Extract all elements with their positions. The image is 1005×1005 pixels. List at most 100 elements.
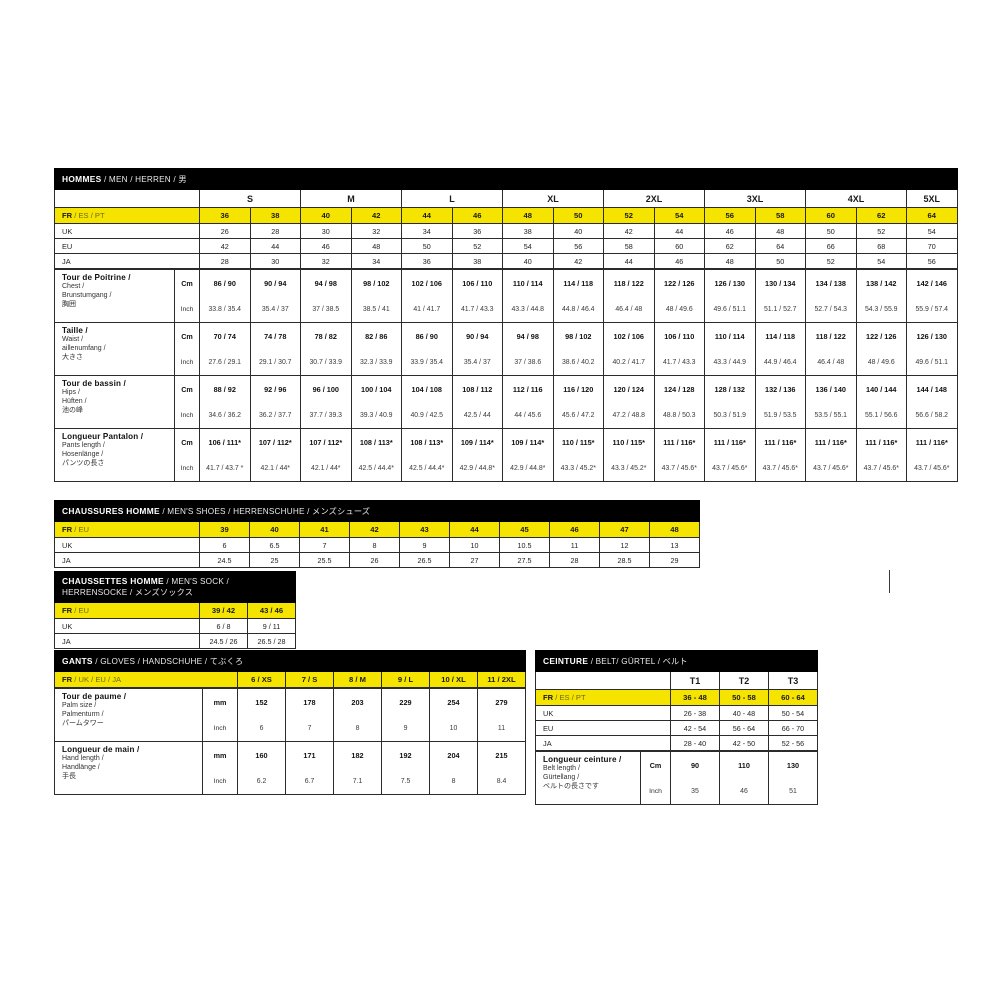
stray-tick-mark bbox=[889, 570, 890, 593]
size-value: 54 bbox=[906, 223, 958, 239]
size-value: 52 bbox=[805, 253, 857, 270]
size-value: 50 bbox=[805, 223, 857, 239]
measure-value-cm: 130 / 134 bbox=[754, 268, 806, 296]
measure-value-cm: 102 / 106 bbox=[603, 322, 655, 349]
belt-measure-value-inch: 35 bbox=[670, 778, 720, 805]
socks-row-ja: JA 24.5 / 26 26.5 / 28 bbox=[54, 633, 296, 649]
measure-value-inch: 47.2 / 48.8 bbox=[603, 402, 655, 429]
size-value: 36 bbox=[451, 223, 503, 239]
shoes-size-value: 12 bbox=[599, 537, 650, 553]
measure-value-cm: 134 / 138 bbox=[805, 268, 857, 296]
gloves-size-value: 6 / XS bbox=[237, 671, 286, 689]
size-value: 56 bbox=[906, 253, 958, 270]
gloves-measure-value-mm: 203 bbox=[333, 687, 382, 715]
measure-label: Taille / Waist / aillenumfang / 大きさ bbox=[54, 322, 175, 376]
measure-value-inch: 49.6 / 51.1 bbox=[704, 296, 756, 323]
fr-size-value: 54 bbox=[653, 207, 705, 224]
unit-inch: Inch bbox=[202, 715, 238, 742]
size-row-label: JA bbox=[54, 253, 200, 270]
measure-value-inch: 48 / 49.6 bbox=[855, 349, 907, 376]
measure-value-inch: 35.4 / 37 bbox=[451, 349, 503, 376]
measure-value-inch: 55.1 / 56.6 bbox=[855, 402, 907, 429]
measure-value-inch: 42.1 / 44* bbox=[300, 455, 352, 482]
measure-row-cm: Longueur Pantalon / Pants length / Hosenlä… bbox=[54, 428, 958, 482]
measure-value-inch: 56.6 / 58.2 bbox=[906, 402, 958, 429]
socks-size-value: 9 / 11 bbox=[247, 618, 296, 634]
size-row-label: UK bbox=[54, 223, 200, 239]
measure-value-inch: 34.6 / 36.2 bbox=[199, 402, 251, 429]
measure-value-cm: 110 / 114 bbox=[502, 268, 554, 296]
unit-inch: Inch bbox=[174, 402, 200, 429]
measure-label-primary: Tour de Poitrine / bbox=[62, 273, 131, 282]
belt-row-label: JA bbox=[535, 735, 671, 752]
gloves-measure-value-inch: 6 bbox=[237, 715, 286, 742]
measure-value-cm: 106 / 110 bbox=[653, 322, 705, 349]
measure-value-cm: 138 / 142 bbox=[855, 268, 907, 296]
shoes-size-value: 26.5 bbox=[399, 552, 450, 568]
socks-banner: CHAUSSETTES HOMME / MEN'S SOCK / HERRENS… bbox=[54, 571, 296, 603]
unit-cm: Cm bbox=[174, 375, 200, 402]
measure-value-inch: 53.5 / 55.1 bbox=[805, 402, 857, 429]
measure-value-inch: 37 / 38.6 bbox=[502, 349, 554, 376]
measure-value-cm: 114 / 118 bbox=[552, 268, 604, 296]
belt-size-value: 42 - 50 bbox=[719, 735, 769, 752]
measure-value-cm: 94 / 98 bbox=[300, 268, 352, 296]
unit-cm: Cm bbox=[174, 322, 200, 349]
measure-value-cm: 116 / 120 bbox=[552, 375, 604, 402]
measure-value-cm: 132 / 136 bbox=[754, 375, 806, 402]
fr-size-value: 38 bbox=[249, 207, 301, 224]
measure-value-cm: 86 / 90 bbox=[401, 322, 453, 349]
measure-value-inch: 44 / 45.6 bbox=[502, 402, 554, 429]
measure-label-sub: Palm size / bbox=[62, 702, 97, 710]
size-value: 36 bbox=[401, 253, 453, 270]
size-value: 30 bbox=[249, 253, 301, 270]
measure-value-cm: 111 / 116* bbox=[704, 428, 756, 455]
banner-subtitle: / MEN'S SOCK / HERRENSOCKE / メンズソックス bbox=[62, 577, 229, 597]
belt-row-label: UK bbox=[535, 705, 671, 721]
size-group-5XL: 5XL bbox=[906, 189, 958, 208]
measure-value-inch: 43.3 / 45.2* bbox=[552, 455, 604, 482]
measure-row-inch: Inch 27.6 / 29.1 29.1 / 30.7 30.7 / 33.9 32.… bbox=[55, 349, 958, 376]
banner-subtitle: / GLOVES / HANDSCHUHE / てぶくろ bbox=[92, 657, 244, 666]
measure-value-cm: 122 / 126 bbox=[855, 322, 907, 349]
measure-label-sub: Hüften / bbox=[62, 398, 87, 406]
belt-measure-row-inch: Inch 35 46 51 bbox=[536, 778, 818, 805]
gloves-measure-value-mm: 152 bbox=[237, 687, 286, 715]
size-value: 66 bbox=[805, 238, 857, 254]
shoes-size-value: 6 bbox=[199, 537, 250, 553]
measure-value-cm: 106 / 111* bbox=[199, 428, 251, 455]
size-group-S: S bbox=[199, 189, 301, 208]
measure-row-inch: Inch 33.8 / 35.4 35.4 / 37 37 / 38.5 38.5 / … bbox=[55, 296, 958, 323]
measure-value-inch: 35.4 / 37 bbox=[249, 296, 301, 323]
measure-value-cm: 94 / 98 bbox=[502, 322, 554, 349]
gloves-measure-value-inch: 8.4 bbox=[477, 768, 526, 795]
gloves-measure-value-mm: 254 bbox=[429, 687, 478, 715]
measure-label-sub: パンツの長さ bbox=[62, 460, 105, 468]
size-value: 64 bbox=[754, 238, 806, 254]
size-value: 28 bbox=[199, 253, 251, 270]
measure-label-sub: Hosenlänge / bbox=[62, 451, 104, 459]
gloves-measure-value-mm: 160 bbox=[237, 741, 286, 768]
gloves-measure-value-mm: 182 bbox=[333, 741, 382, 768]
measure-value-inch: 43.7 / 45.6* bbox=[855, 455, 907, 482]
gloves-measure-value-mm: 204 bbox=[429, 741, 478, 768]
size-value: 26 bbox=[199, 223, 251, 239]
gloves-measure-row-inch: Inch 6.2 6.7 7.1 7.5 8 8.4 bbox=[55, 768, 526, 795]
measure-row-inch: Inch 41.7 / 43.7 * 42.1 / 44* 42.1 / 44* 42.… bbox=[55, 455, 958, 482]
measure-value-cm: 78 / 82 bbox=[300, 322, 352, 349]
gloves-measure-value-mm: 215 bbox=[477, 741, 526, 768]
size-value: 54 bbox=[855, 253, 907, 270]
shoes-size-value: 10.5 bbox=[499, 537, 550, 553]
measure-label-sub: Belt length / bbox=[543, 765, 580, 773]
measure-value-inch: 52.7 / 54.3 bbox=[805, 296, 857, 323]
gloves-measure-value-mm: 178 bbox=[285, 687, 334, 715]
measure-value-cm: 108 / 112 bbox=[451, 375, 503, 402]
shoes-row-ja: JA 24.5 25 25.5 26 26.5 27 27.5 28 28.5 29 bbox=[54, 552, 700, 568]
measure-label-sub: Waist / bbox=[62, 336, 84, 344]
socks-fr-size-row-label: FR / EU bbox=[54, 602, 200, 619]
measure-value-cm: 108 / 113* bbox=[401, 428, 453, 455]
measure-value-inch: 42.9 / 44.8* bbox=[502, 455, 554, 482]
measure-value-inch: 40.2 / 41.7 bbox=[603, 349, 655, 376]
unit-inch: Inch bbox=[640, 778, 671, 805]
